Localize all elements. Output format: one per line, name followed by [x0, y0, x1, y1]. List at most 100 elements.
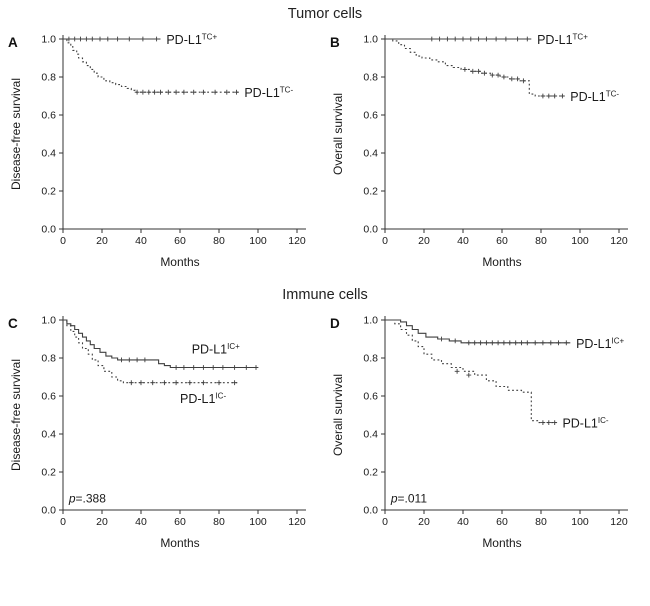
y-tick-label: 0.8	[41, 353, 56, 365]
series-label: PD-L1IC-	[562, 416, 608, 431]
x-tick-label: 80	[535, 235, 547, 247]
y-tick-label: 0.4	[363, 429, 378, 441]
x-tick-label: 0	[60, 235, 66, 247]
x-tick-label: 100	[571, 235, 589, 247]
y-tick-label: 0.6	[41, 110, 56, 122]
censor-marks	[429, 36, 530, 42]
y-tick-label: 1.0	[41, 34, 56, 46]
x-tick-label: 100	[571, 516, 589, 528]
x-tick-label: 100	[249, 516, 267, 528]
km-plot-b: 0.0 0.2 0.4 0.6 0.8 1.0 0 20 40 60 80 100 120 Overall…	[331, 32, 628, 269]
x-tick-label: 20	[96, 516, 108, 528]
panel-row-bottom: C 0.0 0.2 0.4 0.6 0.8 1.0 0 20 40 60 80 100 120 Disea…	[6, 304, 644, 566]
series-label: PD-L1TC+	[537, 32, 588, 47]
y-tick-label: 0.8	[363, 72, 378, 84]
x-tick-label: 80	[535, 516, 547, 528]
x-axis-title: Months	[482, 536, 521, 550]
y-tick-label: 1.0	[363, 315, 378, 327]
y-tick-label: 0.8	[363, 353, 378, 365]
panel-row-top: A 0.0 0.2 0.4 0.6 0.8 1.0 0 20 40 60 80 100 120 Disea…	[6, 23, 644, 285]
x-tick-label: 120	[288, 235, 306, 247]
y-tick-label: 0.6	[363, 110, 378, 122]
censor-marks	[119, 357, 259, 370]
x-tick-label: 40	[135, 235, 147, 247]
censor-marks	[128, 380, 237, 386]
x-tick-label: 40	[457, 235, 469, 247]
x-tick-label: 20	[418, 516, 430, 528]
x-tick-label: 0	[382, 516, 388, 528]
panel-letter-b: B	[330, 35, 340, 50]
y-tick-label: 0.6	[41, 391, 56, 403]
section-title-tumor-cells: Tumor cells	[287, 6, 363, 22]
censor-marks	[134, 89, 239, 95]
km-plot-d: 0.0 0.2 0.4 0.6 0.8 1.0 0 20 40 60 80 100 120 Overall…	[331, 315, 628, 550]
x-tick-label: 120	[288, 516, 306, 528]
y-tick-label: 0.2	[363, 467, 378, 479]
km-curve-dotted	[385, 38, 565, 97]
x-tick-label: 40	[457, 516, 469, 528]
censor-marks	[66, 36, 159, 42]
series-label: PD-L1IC-	[180, 391, 226, 406]
km-curve-solid	[63, 319, 258, 369]
y-axis-title: Overall survival	[331, 374, 345, 456]
series-label: PD-L1TC-	[570, 89, 619, 104]
x-tick-label: 80	[213, 235, 225, 247]
x-tick-label: 0	[60, 516, 66, 528]
x-tick-label: 60	[496, 235, 508, 247]
series-label: PD-L1TC-	[244, 86, 293, 101]
y-tick-label: 0.0	[363, 224, 378, 236]
x-axis-title: Months	[160, 536, 199, 550]
y-tick-label: 0.2	[363, 186, 378, 198]
y-tick-label: 0.4	[41, 429, 56, 441]
y-tick-label: 0.0	[41, 505, 56, 517]
y-tick-label: 0.2	[41, 467, 56, 479]
x-axis-title: Months	[160, 255, 199, 269]
x-tick-label: 120	[610, 235, 628, 247]
x-tick-label: 60	[174, 516, 186, 528]
panel-letter-a: A	[8, 35, 18, 50]
panel-letter-c: C	[8, 316, 18, 331]
y-tick-label: 0.4	[41, 148, 56, 160]
km-plot-a: 0.0 0.2 0.4 0.6 0.8 1.0 0 20 40 60 80 100 120 Disease…	[9, 32, 306, 269]
y-axis-title: Disease-free survival	[9, 78, 23, 190]
y-tick-label: 0.2	[41, 186, 56, 198]
km-plot-c: 0.0 0.2 0.4 0.6 0.8 1.0 0 20 40 60 80 100 120 Disease…	[9, 315, 306, 550]
panel-a: A 0.0 0.2 0.4 0.6 0.8 1.0 0 20 40 60 80 100 120 Disea…	[8, 23, 320, 285]
panel-letter-d: D	[330, 316, 340, 331]
x-tick-label: 20	[418, 235, 430, 247]
series-label: PD-L1TC+	[166, 32, 217, 47]
x-tick-label: 80	[213, 516, 225, 528]
x-tick-label: 0	[382, 235, 388, 247]
x-tick-label: 120	[610, 516, 628, 528]
y-axis-title: Overall survival	[331, 93, 345, 175]
panel-c: C 0.0 0.2 0.4 0.6 0.8 1.0 0 20 40 60 80 100 120 Disea…	[8, 304, 320, 566]
censor-marks	[462, 67, 565, 99]
km-curve-dotted	[385, 319, 557, 424]
km-curve-dotted	[63, 319, 239, 384]
y-tick-label: 1.0	[41, 315, 56, 327]
x-tick-label: 20	[96, 235, 108, 247]
series-label: PD-L1IC+	[192, 342, 240, 357]
y-tick-label: 0.6	[363, 391, 378, 403]
y-axis-title: Disease-free survival	[9, 359, 23, 471]
y-tick-label: 0.0	[363, 505, 378, 517]
km-curve-dotted	[63, 38, 239, 93]
x-tick-label: 40	[135, 516, 147, 528]
y-tick-label: 0.4	[363, 148, 378, 160]
panel-b: B 0.0 0.2 0.4 0.6 0.8 1.0 0 20 40 60 80 100 120 Overa…	[330, 23, 642, 285]
y-tick-label: 1.0	[363, 34, 378, 46]
p-value-label: p=.011	[390, 492, 427, 506]
y-tick-label: 0.8	[41, 72, 56, 84]
panel-d: D 0.0 0.2 0.4 0.6 0.8 1.0 0 20 40 60 80 100 120 Overa…	[330, 304, 642, 566]
series-label: PD-L1IC+	[576, 336, 624, 351]
censor-marks	[439, 336, 569, 346]
x-tick-label: 60	[496, 516, 508, 528]
y-tick-label: 0.0	[41, 224, 56, 236]
x-tick-label: 60	[174, 235, 186, 247]
x-tick-label: 100	[249, 235, 267, 247]
km-curve-solid	[385, 319, 571, 344]
x-axis-title: Months	[482, 255, 521, 269]
censor-marks	[454, 368, 558, 425]
section-title-immune-cells: Immune cells	[282, 287, 368, 303]
